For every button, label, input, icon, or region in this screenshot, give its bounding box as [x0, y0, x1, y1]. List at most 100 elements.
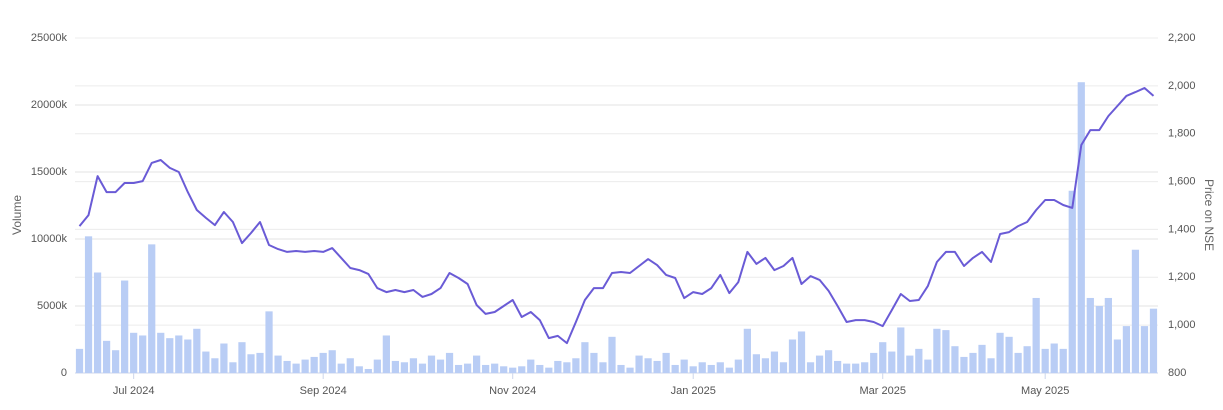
- volume-bar: [355, 366, 363, 373]
- x-tick-label: Jul 2024: [113, 385, 155, 397]
- volume-bar: [1041, 348, 1049, 373]
- volume-bar: [761, 358, 770, 373]
- volume-bar: [1077, 82, 1085, 373]
- volume-bar: [130, 332, 138, 373]
- volume-bar: [418, 363, 427, 373]
- volume-bar: [193, 328, 201, 373]
- volume-bar: [84, 236, 93, 373]
- volume-bar: [852, 363, 860, 373]
- volume-bar: [436, 359, 445, 373]
- volume-bar: [139, 335, 147, 373]
- y-tick-label: 10000k: [31, 233, 68, 245]
- volume-bar: [527, 359, 535, 373]
- volume-bar: [1104, 297, 1112, 373]
- volume-bar: [346, 358, 354, 373]
- volume-bar: [626, 367, 634, 373]
- volume-bar: [247, 354, 255, 373]
- volume-bar: [175, 335, 183, 373]
- volume-bar: [987, 358, 995, 373]
- volume-bar: [102, 340, 111, 373]
- volume-bar: [427, 355, 436, 373]
- volume-bar: [1140, 326, 1149, 373]
- volume-bar: [310, 356, 318, 373]
- volume-bar: [680, 359, 688, 373]
- volume-bar: [797, 331, 806, 373]
- volume-bar: [861, 362, 869, 373]
- volume-bar: [834, 360, 842, 373]
- volume-bar: [518, 366, 526, 373]
- volume-bar: [689, 366, 697, 373]
- volume-bar: [148, 244, 156, 373]
- volume-bar: [743, 328, 751, 373]
- y2-tick-label: 1,400: [1168, 223, 1196, 235]
- y-axis-title: Volume: [10, 195, 24, 235]
- volume-bar: [1086, 297, 1094, 373]
- volume-bar: [725, 367, 733, 373]
- x-tick-label: Mar 2025: [859, 385, 905, 397]
- volume-bar: [752, 354, 760, 373]
- volume-bar: [671, 364, 679, 373]
- volume-bar: [698, 362, 706, 373]
- volume-bar: [211, 358, 219, 373]
- y2-tick-label: 800: [1168, 367, 1186, 379]
- volume-bar: [879, 342, 887, 373]
- volume-bar: [220, 343, 228, 373]
- y2-tick-label: 2,000: [1168, 80, 1196, 92]
- volume-bar: [599, 362, 607, 373]
- x-tick-label: May 2025: [1021, 385, 1069, 397]
- y-tick-label: 25000k: [31, 32, 68, 44]
- volume-bar: [274, 355, 282, 373]
- volume-bar: [572, 358, 580, 373]
- volume-bar: [509, 367, 517, 373]
- volume-bar: [184, 339, 192, 373]
- volume-bar: [788, 339, 797, 373]
- volume-bar: [238, 342, 246, 373]
- volume-bar: [1122, 326, 1131, 373]
- volume-bar: [1095, 306, 1103, 373]
- volume-bar: [617, 364, 625, 373]
- volume-bar: [1068, 190, 1076, 373]
- volume-bar: [635, 355, 643, 373]
- volume-bar: [716, 362, 724, 373]
- volume-bar: [337, 363, 345, 373]
- volume-bar: [888, 351, 896, 373]
- volume-bar: [265, 311, 273, 373]
- volume-bar: [653, 360, 661, 373]
- y2-tick-label: 1,200: [1168, 271, 1196, 283]
- volume-bar: [121, 280, 129, 373]
- volume-bar: [256, 352, 264, 373]
- volume-bar: [590, 352, 598, 373]
- y2-tick-label: 1,600: [1168, 175, 1196, 187]
- volume-bar: [942, 330, 950, 373]
- volume-bar: [473, 355, 481, 373]
- volume-bar: [328, 350, 336, 373]
- volume-bar: [454, 364, 463, 373]
- volume-bar: [1023, 346, 1031, 373]
- y-tick-label: 20000k: [31, 99, 68, 111]
- volume-bar: [75, 348, 84, 373]
- volume-bar: [815, 355, 824, 373]
- volume-bar: [662, 352, 670, 373]
- volume-bar: [500, 366, 508, 373]
- volume-bar: [554, 360, 562, 373]
- volume-bar: [93, 272, 102, 373]
- volume-bar: [960, 356, 968, 373]
- x-tick-label: Sep 2024: [300, 385, 347, 397]
- volume-bar: [301, 359, 309, 373]
- y2-tick-label: 1,800: [1168, 128, 1196, 140]
- volume-bar: [536, 364, 544, 373]
- volume-bar: [463, 363, 472, 373]
- volume-bar: [202, 351, 210, 373]
- y-tick-label: 5000k: [37, 300, 67, 312]
- volume-bar: [545, 367, 553, 373]
- y2-tick-label: 1,000: [1168, 319, 1196, 331]
- volume-bar: [482, 364, 490, 373]
- volume-bar: [1131, 249, 1140, 373]
- volume-bar: [319, 352, 327, 373]
- volume-bar: [779, 362, 788, 373]
- volume-bar: [283, 360, 291, 373]
- volume-bar: [364, 368, 372, 373]
- volume-bar: [870, 352, 878, 373]
- price-line: [78, 87, 1155, 345]
